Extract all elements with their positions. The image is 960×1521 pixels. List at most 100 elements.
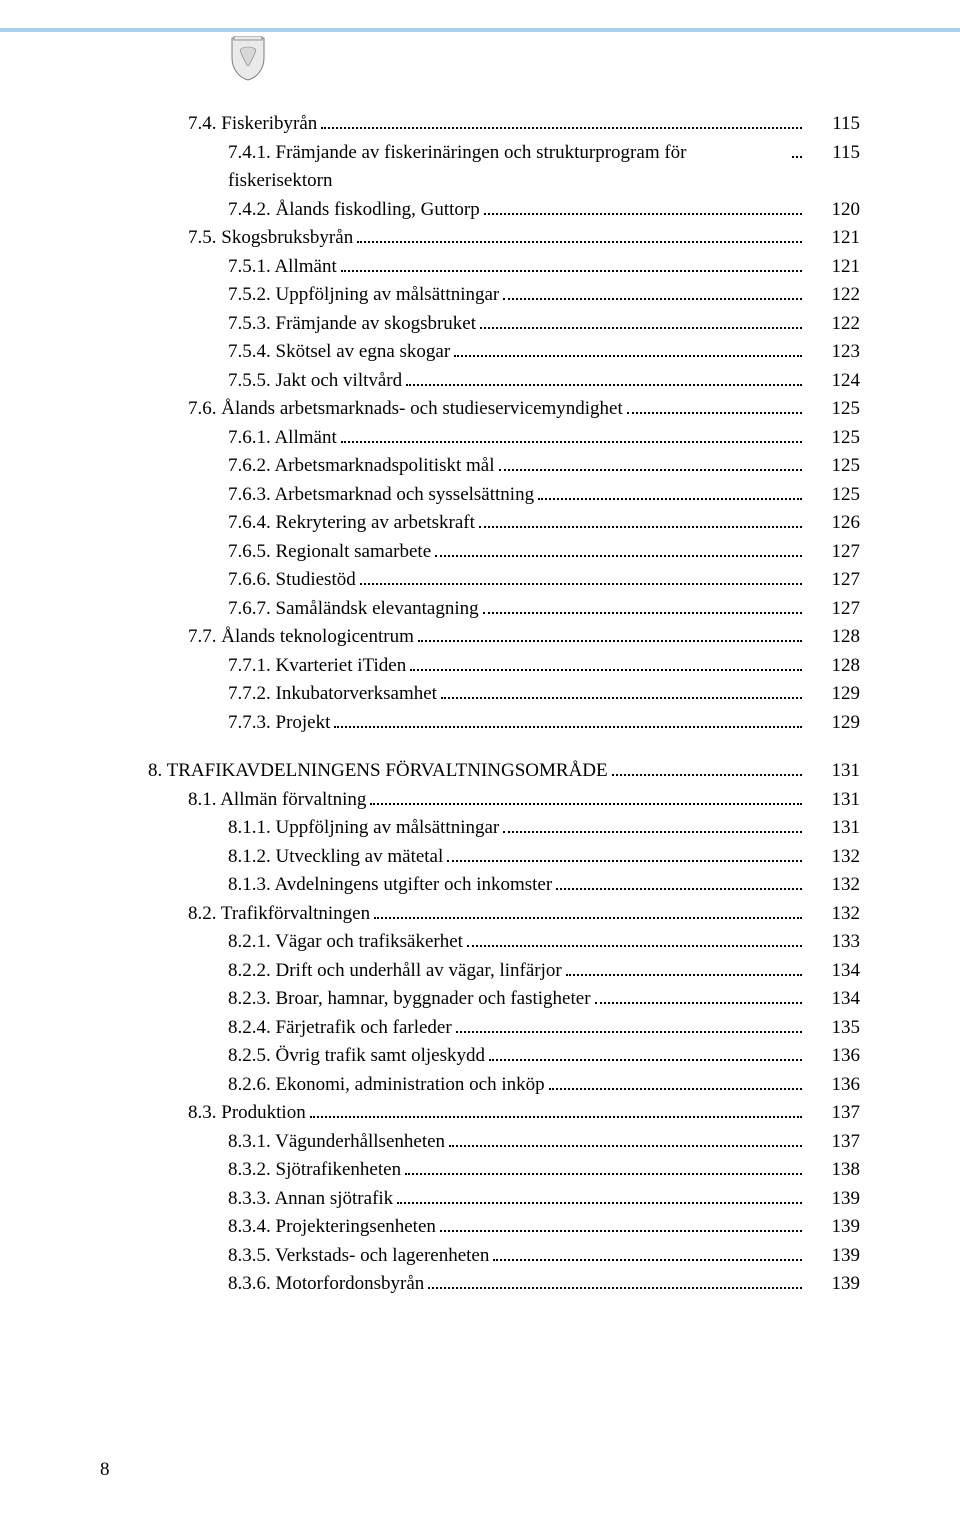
dot-leader [792,140,802,157]
dot-leader [406,368,802,385]
toc-page-number: 129 [806,680,860,709]
dot-leader [440,1215,802,1232]
dot-leader [627,397,802,414]
dot-leader [310,1101,802,1118]
toc-page-number: 136 [806,1042,860,1071]
section-gap [148,737,860,757]
toc-label-col: 7.5. Skogsbruksbyrån [188,224,806,253]
toc-label: 8.3.3. Annan sjötrafik [228,1185,393,1214]
toc-entry: 8.2.5. Övrig trafik samt oljeskydd 136 [148,1042,860,1071]
toc-label: 8.3.5. Verkstads- och lagerenheten [228,1242,489,1271]
toc-page-number: 129 [806,709,860,738]
toc-label-col: 8.2.4. Färjetrafik och farleder [228,1014,806,1043]
dot-leader [566,958,802,975]
dot-leader [483,596,802,613]
toc-label: 7.5. Skogsbruksbyrån [188,224,353,253]
toc-page-number: 134 [806,985,860,1014]
toc-label-col: 7.6.3. Arbetsmarknad och sysselsättning [228,481,806,510]
dot-leader [503,816,802,833]
toc-entry: 7.5.2. Uppföljning av målsättningar122 [148,281,860,310]
toc-label: 8. TRAFIKAVDELNINGENS FÖRVALTNINGSOMRÅDE [148,757,608,786]
toc-entry: 7.7.3. Projekt129 [148,709,860,738]
toc-label: 7.6.6. Studiestöd [228,566,356,595]
dot-leader [467,930,802,947]
toc-label-col: 8.2.6. Ekonomi, administration och inköp [228,1071,806,1100]
dot-leader [405,1158,802,1175]
toc-entry: 7.6.2. Arbetsmarknadspolitiskt mål125 [148,452,860,481]
toc-label: 7.6.3. Arbetsmarknad och sysselsättning [228,481,534,510]
dot-leader [435,539,802,556]
dot-leader [418,625,802,642]
dot-leader [499,454,802,471]
toc-label-col: 8.2.2. Drift och underhåll av vägar, lin… [228,957,806,986]
toc-page-number: 131 [806,757,860,786]
toc-entry: 7.5.5. Jakt och viltvård124 [148,367,860,396]
toc-page-number: 127 [806,538,860,567]
toc-entry: 7.6.3. Arbetsmarknad och sysselsättning1… [148,481,860,510]
toc-page-number: 138 [806,1156,860,1185]
toc-label-col: 7.7.1. Kvarteriet iTiden [228,652,806,681]
toc-entry: 7.6.7. Samåländsk elevantagning127 [148,595,860,624]
toc-label: 7.6.1. Allmänt [228,424,337,453]
toc-label: 8.2.5. Övrig trafik samt oljeskydd [228,1042,485,1071]
toc-label: 8.2.1. Vägar och trafiksäkerhet [228,928,463,957]
toc-page-number: 128 [806,623,860,652]
toc-entry: 7.4.1. Främjande av fiskerinäringen och … [148,139,860,196]
toc-label: 7.6.7. Samåländsk elevantagning [228,595,479,624]
toc-label-col: 7.5.4. Skötsel av egna skogar [228,338,806,367]
toc-label-col: 7.6.2. Arbetsmarknadspolitiskt mål [228,452,806,481]
dot-leader [595,987,802,1004]
toc-label: 8.1. Allmän förvaltning [188,786,366,815]
toc-page-number: 139 [806,1270,860,1299]
dot-leader [493,1243,802,1260]
toc-page-number: 135 [806,1014,860,1043]
toc-page-number: 128 [806,652,860,681]
toc-entry: 8.2.6. Ekonomi, administration och inköp… [148,1071,860,1100]
dot-leader [441,682,802,699]
dot-leader [503,283,802,300]
toc-label-col: 8.2. Trafikförvaltningen [188,900,806,929]
toc-page-number: 121 [806,224,860,253]
toc-page-number: 131 [806,786,860,815]
toc-entry: 8.1.3. Avdelningens utgifter och inkomst… [148,871,860,900]
dot-leader [549,1072,802,1089]
toc-entry: 7.5.4. Skötsel av egna skogar 123 [148,338,860,367]
dot-leader [489,1044,802,1061]
toc-page-number: 131 [806,814,860,843]
toc-entry: 8.2. Trafikförvaltningen132 [148,900,860,929]
toc-label-col: 8.1. Allmän förvaltning [188,786,806,815]
dot-leader [341,254,802,271]
toc-label-col: 7.7.2. Inkubatorverksamhet [228,680,806,709]
toc-page-number: 122 [806,281,860,310]
dot-leader [480,311,802,328]
toc-label: 8.2.2. Drift och underhåll av vägar, lin… [228,957,562,986]
toc-label: 7.6.4. Rekrytering av arbetskraft [228,509,475,538]
toc-page-number: 139 [806,1242,860,1271]
crest-icon [228,36,268,82]
toc-label-col: 8.2.1. Vägar och trafiksäkerhet [228,928,806,957]
toc-entry: 7.6.4. Rekrytering av arbetskraft126 [148,509,860,538]
toc-entry: 7.6.1. Allmänt125 [148,424,860,453]
toc-entry: 7.5. Skogsbruksbyrån 121 [148,224,860,253]
dot-leader [484,197,802,214]
toc-label-col: 8.3.5. Verkstads- och lagerenheten [228,1242,806,1271]
dot-leader [479,511,802,528]
toc-label-col: 7.7. Ålands teknologicentrum [188,623,806,652]
dot-leader [612,759,802,776]
toc-label: 7.6.5. Regionalt samarbete [228,538,431,567]
toc-page-number: 115 [806,139,860,168]
dot-leader [341,425,802,442]
toc-label: 7.5.4. Skötsel av egna skogar [228,338,450,367]
toc-label: 7.7. Ålands teknologicentrum [188,623,414,652]
toc-entry: 7.6.6. Studiestöd127 [148,566,860,595]
toc-page-number: 123 [806,338,860,367]
toc-label-col: 8.3.3. Annan sjötrafik [228,1185,806,1214]
toc-page-number: 125 [806,395,860,424]
toc-label: 8.2.4. Färjetrafik och farleder [228,1014,452,1043]
dot-leader [556,873,802,890]
toc-entry: 8.3.3. Annan sjötrafik139 [148,1185,860,1214]
toc-label: 7.5.3. Främjande av skogsbruket [228,310,476,339]
toc-page-number: 122 [806,310,860,339]
toc-label-col: 7.6.7. Samåländsk elevantagning [228,595,806,624]
toc-label-col: 7.6.6. Studiestöd [228,566,806,595]
